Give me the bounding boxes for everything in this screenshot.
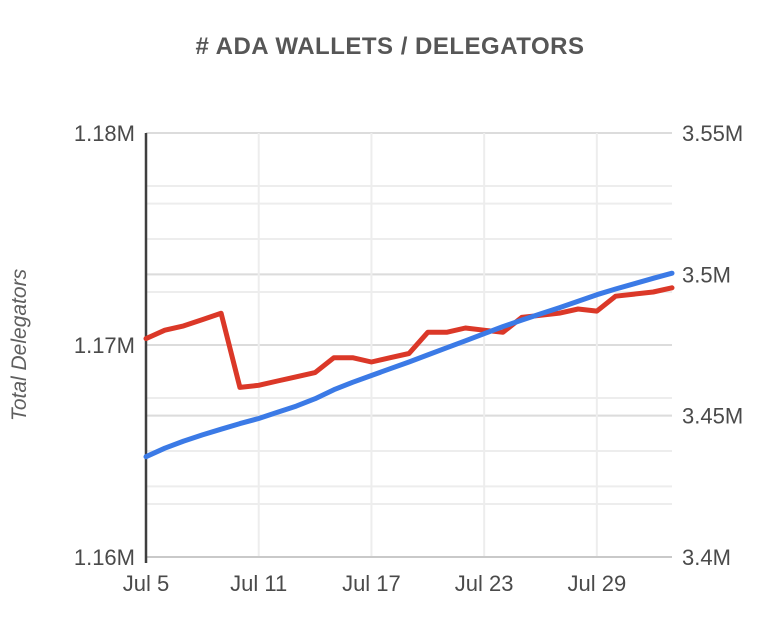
x-axis-tick-label: Jul 5: [123, 571, 169, 596]
series-line-delegators: [143, 285, 675, 390]
x-axis-tick-label: Jul 17: [342, 571, 401, 596]
left-axis-title: Total Delegators: [8, 268, 31, 421]
chart-title: # ADA WALLETS / DELEGATORS: [195, 33, 585, 60]
grid-layer: [146, 132, 672, 558]
series-line-wallets: [143, 270, 675, 460]
right-axis-tick-label: 3.55M: [682, 121, 743, 146]
left-axis-tick-label: 1.16M: [74, 545, 135, 570]
x-axis-tick-label: Jul 23: [455, 571, 514, 596]
axis-layer: [144, 133, 672, 563]
x-axis-tick-label: Jul 29: [567, 571, 626, 596]
left-axis-tick-label: 1.17M: [74, 333, 135, 358]
label-layer: 1.16M 1.17M 1.18M 3.4M 3.45M 3.5M 3.55M Jul 5 Ju…: [74, 121, 743, 596]
x-axis-tick-label: Jul 11: [230, 571, 287, 596]
right-axis-tick-label: 3.4M: [682, 545, 731, 570]
right-axis-tick-label: 3.45M: [682, 404, 743, 429]
left-axis-tick-label: 1.18M: [74, 121, 135, 146]
series-layer: [143, 270, 675, 460]
right-axis-tick-label: 3.5M: [682, 262, 731, 287]
